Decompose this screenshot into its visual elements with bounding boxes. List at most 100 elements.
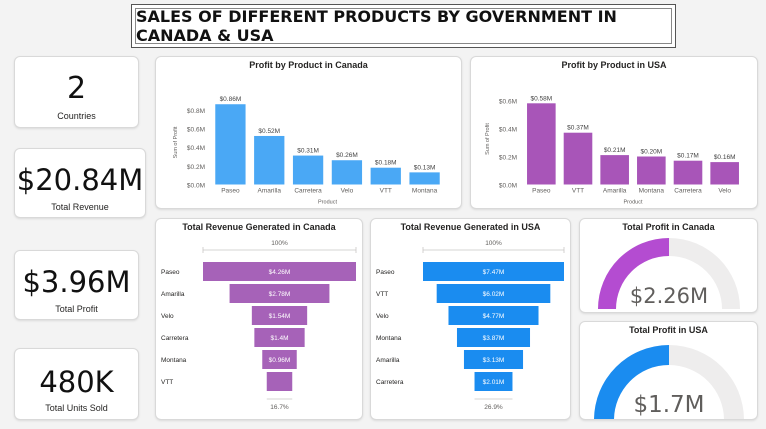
funnel-category-label: Amarilla xyxy=(376,357,400,364)
bar-data-label: $0.21M xyxy=(604,147,626,154)
x-tick-label: VTT xyxy=(380,188,392,195)
bar-data-label: $0.37M xyxy=(567,125,589,132)
x-tick-label: Amarilla xyxy=(258,188,282,195)
chart-title: Total Profit in Canada xyxy=(622,222,715,232)
x-axis-label: Product xyxy=(624,200,643,206)
bar xyxy=(215,104,246,185)
page-title: SALES OF DIFFERENT PRODUCTS BY GOVERNMEN… xyxy=(135,7,672,45)
bar xyxy=(409,172,440,185)
funnel-data-label: $4.26M xyxy=(269,269,291,276)
funnel-category-label: Montana xyxy=(161,357,187,364)
bar xyxy=(710,162,739,185)
chart-title: Total Profit in USA xyxy=(629,325,708,335)
bar-data-label: $0.20M xyxy=(640,149,662,156)
bar xyxy=(600,155,629,185)
chart-title: Total Revenue Generated in Canada xyxy=(182,222,336,232)
kpi-card-total-revenue[interactable]: $20.84M Total Revenue xyxy=(14,148,146,218)
funnel-bar xyxy=(229,284,330,303)
x-tick-label: Paseo xyxy=(221,188,240,195)
funnel-bar xyxy=(262,350,297,369)
bar xyxy=(673,160,703,185)
bar xyxy=(563,132,593,185)
y-tick-label: $0.8M xyxy=(187,108,205,115)
kpi-value: $3.96M xyxy=(22,265,131,299)
funnel-bar xyxy=(423,262,564,281)
funnel-data-label: $6.02M xyxy=(483,291,505,298)
funnel-category-label: Velo xyxy=(161,313,174,320)
funnel-category-label: Paseo xyxy=(376,269,395,276)
funnel-top-percent: 100% xyxy=(271,240,288,247)
funnel-bar xyxy=(251,306,308,325)
funnel-bar xyxy=(474,372,513,391)
funnel-canada-card[interactable]: Total Revenue Generated in Canada 100% Pa… xyxy=(155,218,363,420)
kpi-card-countries[interactable]: 2 Countries xyxy=(14,56,139,128)
kpi-card-total-profit[interactable]: $3.96M Total Profit xyxy=(14,250,139,320)
y-tick-label: $0.4M xyxy=(499,127,517,134)
funnel-bottom-percent: 16.7% xyxy=(270,404,289,411)
x-tick-label: Montana xyxy=(412,188,438,195)
x-tick-label: Carretera xyxy=(294,188,322,195)
profit-canada-chart-card[interactable]: Profit by Product in Canada $0.0M $0.2M $0… xyxy=(155,56,462,209)
kpi-value: 480K xyxy=(39,365,114,399)
profit-canada-chart: $0.0M $0.2M $0.4M $0.6M $0.8M Sum of Profit Pr… xyxy=(173,96,440,206)
y-tick-label: $0.6M xyxy=(499,99,517,106)
y-tick-label: $0.4M xyxy=(187,145,205,152)
funnel-canada-chart: 100% Paseo $4.26M Amarilla $2.78M Velo $1.54M C… xyxy=(161,240,357,411)
bar-data-label: $0.58M xyxy=(530,95,552,102)
funnel-data-label: $1.54M xyxy=(269,313,291,320)
y-axis-label: Sum of Profit xyxy=(173,126,179,158)
x-tick-label: Velo xyxy=(718,188,731,195)
bar xyxy=(331,160,363,185)
y-tick-label: $0.0M xyxy=(499,183,517,190)
x-tick-label: Velo xyxy=(341,188,354,195)
x-tick-label: Montana xyxy=(639,188,665,195)
funnel-bar xyxy=(448,306,539,325)
funnel-data-label: $3.87M xyxy=(483,335,505,342)
gauge-value-label: $1.7M xyxy=(633,392,704,418)
funnel-data-label: $7.47M xyxy=(483,269,505,276)
funnel-category-label: Amarilla xyxy=(161,291,185,298)
funnel-data-label: $2.78M xyxy=(269,291,291,298)
bar-data-label: $0.26M xyxy=(336,152,358,159)
funnel-category-label: Montana xyxy=(376,335,402,342)
kpi-label: Total Profit xyxy=(55,304,98,314)
x-axis-label: Product xyxy=(318,200,337,206)
funnel-data-label: $3.13M xyxy=(483,357,505,364)
gauge-fill xyxy=(598,238,669,309)
funnel-data-label: $4.77M xyxy=(483,313,505,320)
funnel-usa-chart: 100% Paseo $7.47M VTT $6.02M Velo $4.77M Montan… xyxy=(376,240,565,411)
x-tick-label: Amarilla xyxy=(603,188,627,195)
gauge-canada-card[interactable]: Total Profit in Canada $2.26M xyxy=(579,218,758,313)
kpi-card-total-units-sold[interactable]: 480K Total Units Sold xyxy=(14,348,139,420)
funnel-category-label: VTT xyxy=(376,291,388,298)
funnel-usa-card[interactable]: Total Revenue Generated in USA 100% Paseo… xyxy=(370,218,571,420)
funnel-top-percent: 100% xyxy=(485,240,502,247)
kpi-value: 2 xyxy=(66,71,87,106)
funnel-bar xyxy=(266,372,293,391)
funnel-category-label: Velo xyxy=(376,313,389,320)
gauge-canada-chart: $2.26M xyxy=(598,238,740,309)
bar-data-label: $0.52M xyxy=(258,128,280,135)
x-tick-label: VTT xyxy=(572,188,584,195)
bar-data-label: $0.17M xyxy=(677,153,699,160)
x-tick-label: Paseo xyxy=(532,188,551,195)
funnel-bar xyxy=(254,328,305,347)
kpi-label: Total Units Sold xyxy=(45,403,108,413)
funnel-category-label: Carretera xyxy=(376,379,404,386)
bar-data-label: $0.16M xyxy=(714,154,736,161)
gauge-usa-chart: $1.7M xyxy=(594,345,744,419)
gauge-usa-card[interactable]: Total Profit in USA $1.7M xyxy=(579,321,758,420)
gauge-fill xyxy=(594,345,669,419)
funnel-bar xyxy=(463,350,524,369)
kpi-label: Total Revenue xyxy=(51,202,109,212)
kpi-value: $20.84M xyxy=(16,163,144,197)
page-title-box: SALES OF DIFFERENT PRODUCTS BY GOVERNMEN… xyxy=(131,4,676,48)
bar xyxy=(637,156,666,185)
funnel-bar xyxy=(436,284,551,303)
funnel-data-label: $2.01M xyxy=(483,379,505,386)
y-tick-label: $0.2M xyxy=(187,164,205,171)
chart-title: Profit by Product in Canada xyxy=(249,60,368,70)
profit-usa-chart: $0.0M $0.2M $0.4M $0.6M Sum of Profit Product… xyxy=(485,95,739,206)
profit-usa-chart-card[interactable]: Profit by Product in USA $0.0M $0.2M $0.4M… xyxy=(470,56,758,209)
bar-data-label: $0.31M xyxy=(297,148,319,155)
